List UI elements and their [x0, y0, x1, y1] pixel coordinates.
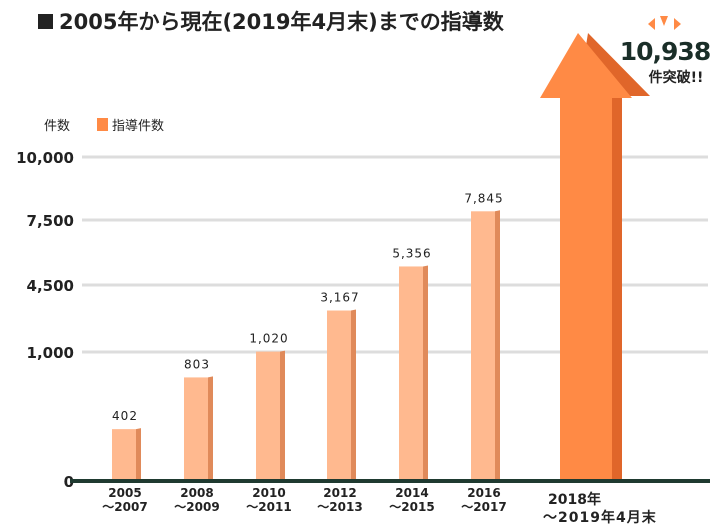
x-tick-label: ～2011 [246, 500, 291, 514]
bar-side [208, 376, 213, 481]
bar [399, 266, 423, 481]
bar [327, 310, 351, 481]
arrow-shadow [578, 33, 650, 481]
highlight-value: 10,938 [620, 37, 710, 66]
bar-value-label: 3,167 [320, 291, 359, 305]
y-axis-label: 件数 [44, 119, 70, 134]
x-tick-label: 2010 [252, 486, 285, 500]
x-tick-label: ～2019年4月末 [543, 509, 657, 526]
bar [184, 377, 208, 481]
x-tick-label: 2018年 [548, 491, 601, 508]
bar-side [351, 309, 356, 481]
legend-label: 指導件数 [112, 119, 164, 134]
bar-value-label: 402 [112, 409, 138, 423]
bar-side [136, 428, 141, 481]
bar [112, 429, 136, 481]
x-tick-label: ～2015 [389, 500, 434, 514]
bar-side [495, 210, 500, 481]
spark-icon [660, 16, 668, 26]
y-tick-label: 1,000 [27, 344, 74, 362]
spark-icon [674, 18, 681, 30]
x-tick-label: 2005 [108, 486, 141, 500]
arrow-bar [540, 33, 632, 481]
bar-value-label: 5,356 [392, 246, 431, 260]
bar-side [423, 265, 428, 481]
x-tick-label: ～2007 [102, 500, 147, 514]
x-tick-label: ～2009 [174, 500, 219, 514]
x-tick-label: 2008 [180, 486, 213, 500]
y-tick-label: 4,500 [27, 277, 74, 295]
y-tick-label: 7,500 [27, 212, 74, 230]
x-tick-label: 2014 [395, 486, 428, 500]
x-tick-label: 2012 [323, 486, 356, 500]
x-tick-label: 2016 [467, 486, 500, 500]
spark-icon [648, 18, 655, 30]
bar-value-label: 1,020 [249, 332, 288, 346]
chart-title: 2005年から現在(2019年4月末)までの指導数 [38, 6, 504, 36]
x-tick-label: ～2013 [317, 500, 362, 514]
bar [471, 211, 495, 481]
title-square-icon [38, 14, 53, 29]
highlight-caption: 件突破!! [649, 69, 704, 86]
y-tick-label: 0 [64, 473, 74, 491]
bar-value-label: 803 [184, 357, 210, 371]
legend-swatch [97, 118, 108, 131]
x-tick-label: ～2017 [461, 500, 506, 514]
bar-side [280, 350, 285, 481]
bar-value-label: 7,845 [464, 191, 503, 205]
y-tick-label: 10,000 [16, 149, 74, 167]
bar [256, 351, 280, 481]
